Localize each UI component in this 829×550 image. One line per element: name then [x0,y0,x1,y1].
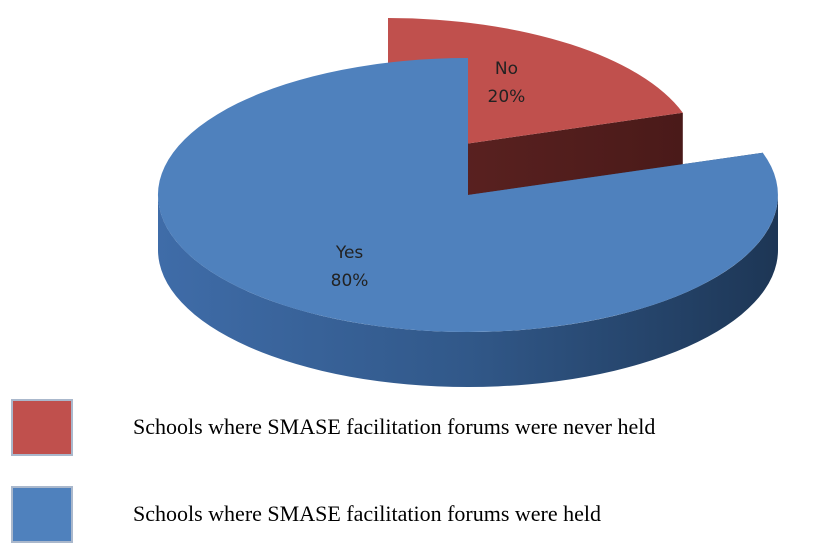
legend-label: Schools where SMASE facilitation forums … [133,414,655,439]
slice [157,57,778,332]
slice-value-label: 80% [331,271,369,291]
legend-label: Schools where SMASE facilitation forums … [133,501,601,526]
slice-side [158,195,778,387]
slice-label: No [495,59,518,79]
slice-value-label: 20% [488,87,526,107]
slice-label: Yes [335,243,364,263]
legend-swatch [11,486,73,543]
legend-swatch [11,399,73,456]
